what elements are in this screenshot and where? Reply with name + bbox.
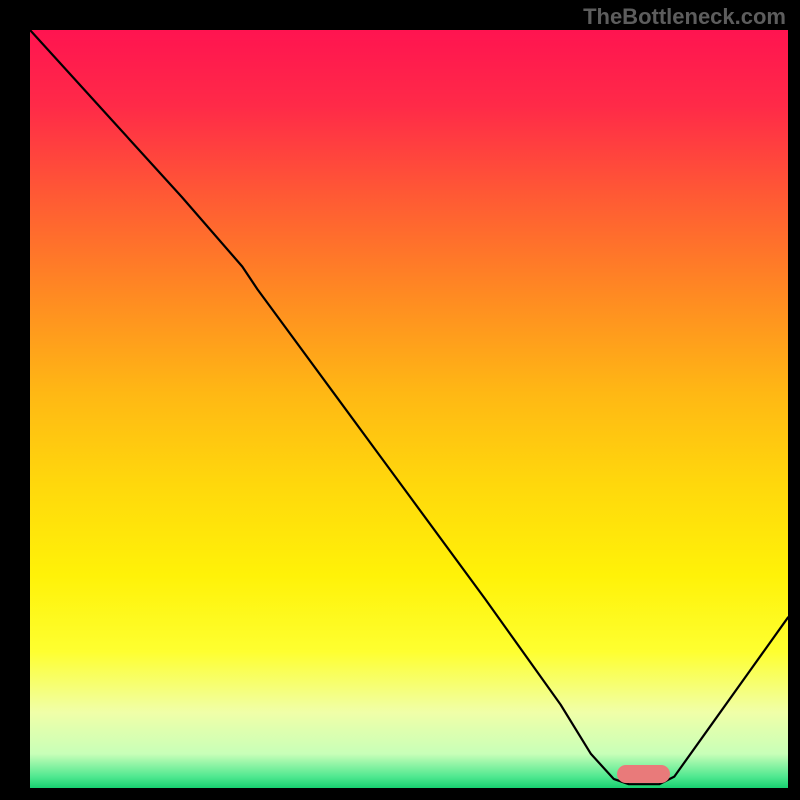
bottleneck-curve [30, 30, 788, 784]
bottleneck-curve-svg [30, 30, 788, 788]
watermark-text: TheBottleneck.com [583, 4, 786, 30]
optimal-range-marker [617, 765, 670, 783]
chart-plot-area [30, 30, 788, 788]
